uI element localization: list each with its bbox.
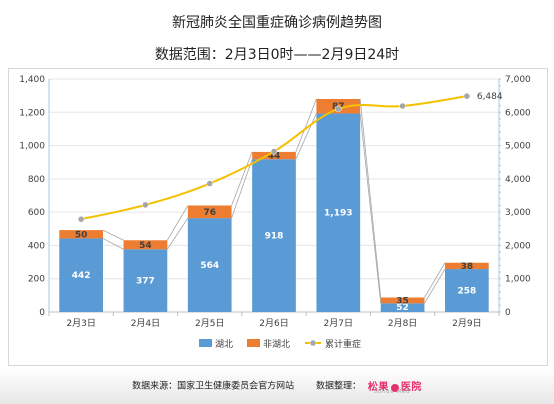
y-left-tick-label: 400 (28, 241, 45, 251)
series-line-connector (102, 229, 124, 241)
data-organizer-text: 数据整理： (315, 381, 361, 392)
cumulative-point (206, 180, 213, 187)
y-right-tick-label: 1,000 (505, 275, 531, 285)
bar-label-non-hubei: 44 (268, 152, 281, 162)
bar-label-hubei: 258 (457, 287, 476, 297)
y-left-tick-label: 1,000 (19, 142, 45, 152)
legend-label-non-hubei: 非湖北 (263, 338, 290, 350)
series-line-connector (166, 217, 189, 250)
series-line-connector (359, 98, 382, 298)
series-line-connector (166, 205, 189, 241)
logo-text-b: 医院 (400, 382, 422, 393)
x-tick-label: 2月9日 (452, 318, 481, 329)
y-right-tick-label: 0 (505, 308, 511, 318)
cumulative-point (335, 105, 342, 113)
bar-non-hubei (252, 151, 296, 160)
bar-label-hubei: 918 (265, 232, 284, 242)
cumulative-point (270, 148, 278, 155)
series-line-connector (295, 98, 317, 153)
chart-title: 新冠肺炎全国重症确诊病例趋势图 (172, 15, 382, 31)
x-tick-label: 2月5日 (195, 318, 224, 329)
bar-non-hubei (445, 262, 489, 270)
bar-hubei (316, 113, 361, 312)
bar-label-non-hubei: 38 (461, 262, 474, 272)
y-right-tick-label: 2,000 (505, 241, 531, 251)
footer-background (0, 368, 554, 404)
bar-label-non-hubei: 76 (203, 208, 216, 218)
bar-label-hubei: 377 (136, 277, 155, 287)
chart-frame: 0 0 200 1,000 400 2,000 600 3,000 800 4,000 1,000 5… (8, 68, 548, 366)
y-right-tick-label: 5,000 (505, 142, 531, 152)
series-line-connector (295, 113, 317, 160)
legend-swatch-non-hubei (247, 339, 260, 347)
series-line-connector (359, 113, 382, 304)
x-tick-label: 2月3日 (66, 318, 95, 329)
y-left-tick-label: 600 (28, 208, 45, 218)
bar-label-hubei: 1,193 (324, 209, 352, 219)
logo-subtext: Sonus Med (373, 389, 411, 395)
bar-hubei (445, 269, 489, 312)
series-line-connector (231, 151, 253, 206)
series-line-connector (231, 159, 253, 219)
series-line-connector (102, 238, 124, 250)
data-source-text: 数据来源：国家卫生健康委员会官方网站 (132, 381, 295, 392)
series-line-connector (424, 268, 446, 304)
cumulative-point (77, 215, 85, 223)
bar-label-hubei: 52 (396, 303, 409, 313)
cumulative-point-label: 6,484 (477, 92, 503, 102)
bar-label-non-hubei: 54 (139, 241, 152, 251)
footer: 数据来源：国家卫生健康委员会官方网站 数据整理： 松果 医院 Sonus Med (0, 378, 554, 396)
cumulative-point (399, 102, 406, 110)
bar-non-hubei (59, 230, 103, 239)
x-tick-label: 2月8日 (388, 318, 417, 329)
logo-text-a: 松果 (367, 382, 389, 393)
legend-label-cumulative: 累计重症 (325, 338, 361, 350)
bar-label-non-hubei: 35 (396, 296, 409, 306)
legend-swatch-hubei (199, 339, 212, 347)
bar-label-hubei: 564 (200, 261, 219, 271)
bar-label-hubei: 442 (72, 271, 91, 281)
legend-marker-cumulative (309, 339, 317, 347)
x-tick-label: 2月4日 (131, 318, 160, 329)
y-right-tick-label: 7,000 (505, 75, 531, 85)
brand-logo: 松果 医院 Sonus Med (367, 378, 422, 395)
bar-hubei (187, 218, 232, 312)
bar-non-hubei (187, 205, 232, 219)
y-left-tick-label: 1,400 (19, 75, 45, 85)
bar-hubei (59, 238, 103, 312)
y-right-tick-label: 3,000 (505, 208, 531, 218)
bar-non-hubei (380, 297, 425, 304)
chart-svg: 0 0 200 1,000 400 2,000 600 3,000 800 4,000 1,000 5… (19, 75, 531, 350)
logo-icon (390, 383, 399, 392)
bar-hubei (380, 303, 425, 312)
y-left-tick-label: 0 (39, 308, 45, 318)
cumulative-point (463, 92, 471, 100)
y-right-tick-label: 6,000 (505, 108, 531, 118)
cumulative-point (142, 201, 149, 209)
y-left-tick-label: 200 (28, 275, 45, 285)
x-tick-label: 2月7日 (324, 318, 353, 329)
y-left-tick-label: 800 (28, 175, 45, 185)
series-line-connector (424, 262, 446, 298)
legend-label-hubei: 湖北 (215, 339, 233, 350)
y-right-tick-label: 4,000 (505, 175, 531, 185)
bar-hubei (123, 249, 168, 312)
x-tick-label: 2月6日 (259, 318, 288, 329)
bar-hubei (252, 159, 296, 312)
bar-label-non-hubei: 50 (75, 230, 88, 240)
chart-subtitle: 数据范围：2月3日0时——2月9日24时 (154, 47, 400, 63)
y-left-tick-label: 1,200 (19, 108, 45, 118)
bar-non-hubei (123, 240, 168, 250)
